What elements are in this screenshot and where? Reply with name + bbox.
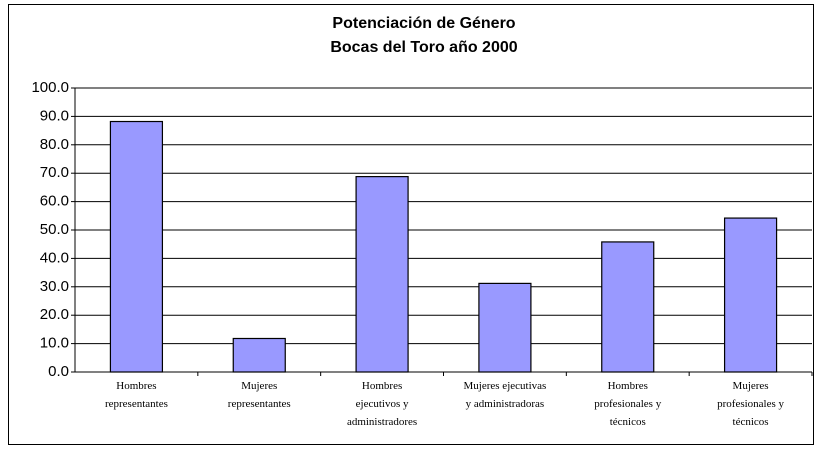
bar [232, 337, 286, 373]
x-tick-label-line: Hombres [116, 380, 156, 392]
bar [601, 241, 655, 373]
x-tick-label-line: Mujeres [733, 380, 769, 392]
y-tick-label: 0.0 [48, 363, 69, 380]
x-tick-label-line: técnicos [733, 416, 769, 428]
y-tick-label: 90.0 [40, 107, 69, 124]
x-tick-label-line: ejecutivos y [356, 398, 409, 410]
bar [109, 120, 164, 373]
x-tick-label-line: profesionales y [594, 398, 661, 410]
y-tick-label: 10.0 [40, 335, 69, 352]
x-tick-label-line: Hombres [608, 380, 648, 392]
x-tick-label: Hombres representantes [105, 380, 168, 410]
x-tick-label-line: técnicos [610, 416, 646, 428]
y-tick-label: 40.0 [40, 249, 69, 266]
y-tick-label: 20.0 [40, 306, 69, 323]
x-tick-label: Hombres profesionales y técnicos [594, 380, 661, 428]
x-tick-label-line: representantes [105, 398, 168, 410]
chart-border [8, 4, 814, 445]
chart-subtitle: Bocas del Toro año 2000 [330, 39, 517, 56]
y-tick-label: 30.0 [40, 278, 69, 295]
bar [355, 176, 409, 373]
chart-title: Potenciación de Género [332, 15, 515, 32]
x-tick-label-line: administradores [347, 416, 417, 428]
x-tick-label-line: Hombres [362, 380, 402, 392]
bar [478, 282, 532, 373]
x-tick-label-line: representantes [228, 398, 291, 410]
x-tick-label-line: Mujeres [241, 380, 277, 392]
y-tick-label: 50.0 [40, 221, 69, 238]
y-tick-label: 100.0 [31, 79, 69, 96]
x-tick-label-line: Mujeres ejecutivas [464, 380, 547, 392]
y-tick-label: 70.0 [40, 164, 69, 181]
x-tick-label: Mujeres ejecutivas y administradoras [464, 380, 547, 410]
x-tick-label: Mujeres representantes [228, 380, 291, 410]
x-tick-label-line: profesionales y [717, 398, 784, 410]
x-tick-label-line: y administradoras [466, 398, 545, 410]
x-tick-label: Hombres ejecutivos y administradores [347, 380, 417, 428]
bar [723, 217, 778, 373]
x-tick-label: Mujeres profesionales y técnicos [717, 380, 784, 428]
y-tick-label: 80.0 [40, 136, 69, 153]
y-tick-label: 60.0 [40, 193, 69, 210]
